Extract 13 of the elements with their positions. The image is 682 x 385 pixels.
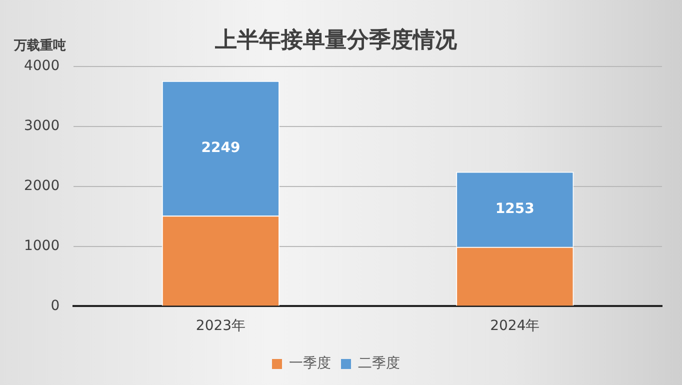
legend-label: 二季度 — [358, 356, 400, 372]
y-tick-label: 3000 — [24, 118, 60, 134]
data-label: 1253 — [495, 200, 534, 217]
data-label: 2249 — [201, 140, 240, 156]
legend-label: 一季度 — [289, 356, 331, 372]
y-axis-title: 万载重吨 — [13, 37, 66, 54]
y-tick-label: 1000 — [24, 238, 60, 254]
y-tick-label: 4000 — [24, 58, 60, 74]
x-tick-label: 2023年 — [196, 318, 246, 334]
chart-title: 上半年接单量分季度情况 — [214, 26, 458, 53]
y-tick-label: 2000 — [24, 178, 60, 194]
y-tick-label: 0 — [50, 298, 60, 314]
x-tick-label: 2024年 — [490, 318, 540, 334]
